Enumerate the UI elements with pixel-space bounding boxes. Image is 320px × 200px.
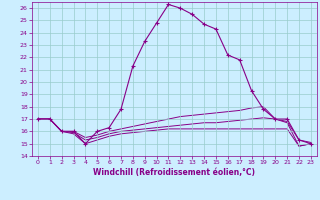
X-axis label: Windchill (Refroidissement éolien,°C): Windchill (Refroidissement éolien,°C) <box>93 168 255 177</box>
